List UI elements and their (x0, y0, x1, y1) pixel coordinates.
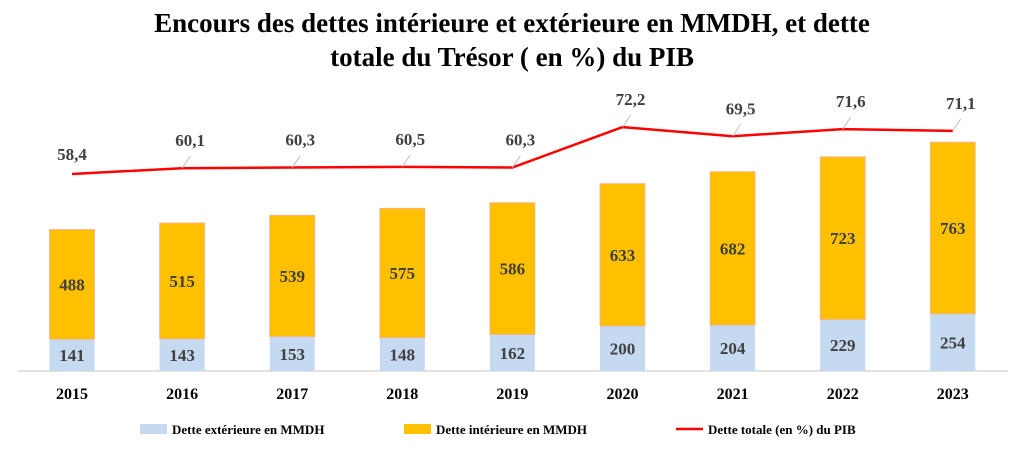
x-tick-label: 2015 (56, 386, 88, 403)
bar-interieure (49, 229, 95, 340)
data-label-pib: 71,1 (946, 94, 976, 113)
data-label-interieure: 682 (720, 239, 746, 258)
x-tick-label: 2018 (386, 386, 418, 403)
leader-line (842, 116, 852, 130)
bar-exterieure (820, 319, 866, 371)
legend-swatch (404, 424, 431, 434)
data-label-pib: 72,2 (616, 90, 646, 109)
data-label-pib: 60,3 (285, 131, 315, 150)
data-label-interieure: 515 (169, 272, 195, 291)
bar-interieure (929, 141, 976, 315)
bar-interieure (159, 222, 206, 340)
legend-swatch (140, 424, 167, 434)
data-label-exterieure: 141 (59, 346, 85, 365)
data-label-exterieure: 153 (279, 345, 305, 364)
bar-exterieure (159, 338, 205, 371)
bar-exterieure (710, 325, 756, 371)
data-label-exterieure: 148 (390, 345, 416, 364)
data-label-pib: 58,4 (57, 145, 87, 164)
leader-line (181, 155, 191, 169)
leader-line (622, 114, 631, 128)
bar-exterieure (379, 337, 425, 371)
chart-title-line2: totale du Trésor ( en %) du PIB (330, 42, 694, 72)
data-label-interieure: 633 (610, 246, 636, 265)
chart-title-line1: Encours des dettes intérieure et extérie… (154, 8, 870, 38)
data-label-interieure: 763 (940, 219, 966, 238)
leader-line (952, 118, 962, 132)
chart-title: Encours des dettes intérieure et extérie… (0, 6, 1024, 74)
legend-label: Dette totale (en %) du PIB (708, 422, 856, 437)
bar-exterieure (600, 326, 645, 371)
bar-exterieure (930, 313, 976, 371)
data-label-interieure: 723 (830, 229, 856, 248)
bar-interieure (269, 214, 316, 337)
bar-interieure (599, 183, 646, 327)
data-label-pib: 60,5 (395, 130, 425, 149)
data-label-pib: 60,1 (175, 131, 205, 150)
data-label-interieure: 539 (279, 267, 305, 286)
x-tick-label: 2021 (717, 386, 749, 403)
data-label-interieure: 575 (390, 264, 416, 283)
data-label-exterieure: 143 (169, 346, 195, 365)
bar-interieure (819, 156, 866, 320)
data-label-pib: 69,5 (726, 99, 756, 118)
x-tick-label: 2023 (937, 386, 969, 403)
data-label-interieure: 586 (500, 260, 526, 279)
leader-line (732, 123, 742, 137)
data-label-interieure: 488 (59, 275, 85, 294)
legend-label: Dette extérieure en MMDH (172, 422, 324, 437)
x-tick-label: 2017 (276, 386, 308, 403)
data-label-exterieure: 200 (610, 340, 636, 359)
data-label-exterieure: 254 (940, 333, 966, 352)
x-tick-label: 2020 (607, 386, 639, 403)
bar-interieure (489, 202, 536, 335)
leader-line (401, 154, 411, 168)
x-tick-label: 2019 (496, 386, 528, 403)
data-label-exterieure: 204 (720, 339, 746, 358)
data-label-pib: 71,6 (836, 92, 866, 111)
data-label-exterieure: 162 (500, 344, 526, 363)
leader-line (291, 155, 301, 168)
leader-line (511, 155, 521, 168)
bar-interieure (709, 171, 756, 326)
bar-interieure (379, 207, 426, 339)
bar-exterieure (489, 334, 535, 371)
legend-label: Dette intérieure en MMDH (436, 422, 587, 437)
data-label-exterieure: 229 (830, 336, 856, 355)
x-tick-label: 2016 (166, 386, 198, 403)
x-tick-label: 2022 (827, 386, 859, 403)
bar-exterieure (49, 339, 95, 371)
bar-exterieure (269, 336, 315, 371)
data-label-pib: 60,3 (506, 131, 536, 150)
